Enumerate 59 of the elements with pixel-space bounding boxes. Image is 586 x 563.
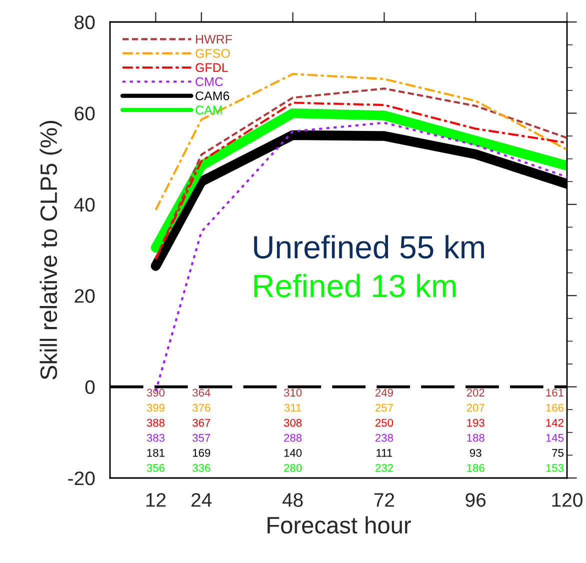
x-tick-label: 72 [374,493,394,507]
annotation: 367 [192,418,210,427]
annotation: 388 [146,418,164,427]
y-tick-label: 40 [74,198,95,212]
annotation: 310 [284,388,302,397]
annotation: 140 [284,448,302,457]
y-tick-label: 80 [74,15,95,30]
annotation: 257 [375,404,393,412]
annotation: 383 [146,434,164,442]
y-tick-label: -20 [68,471,95,486]
annotation: 161 [546,388,564,397]
annotation: 111 [376,449,392,457]
x-tick-label: 12 [146,493,166,507]
annotation: Refined 13 km [254,274,456,298]
annotation: 145 [546,434,564,442]
annotation: 376 [192,404,210,412]
annotation: 250 [375,418,394,427]
text: CAM6 [196,91,230,100]
annotation: 75 [552,449,564,457]
y-axis-title: Skill relative to CLP5 (%) [40,120,62,380]
annotation: Unrefined 55 km [254,235,484,259]
y-tick-label: 0 [85,380,95,394]
annotation: 181 [147,448,164,457]
annotation: 93 [470,448,482,457]
x-tick-label: 120 [552,493,582,507]
annotation: 249 [375,388,393,397]
annotation: 166 [546,404,564,412]
annotation: 399 [146,404,164,412]
annotation: 153 [546,464,564,472]
annotation: 308 [284,418,302,427]
annotation: 142 [546,418,564,427]
line-series [154,72,567,211]
annotation: 356 [146,464,164,472]
text: GFDL [196,63,228,72]
annotation: 357 [192,434,210,442]
annotation: 232 [375,464,393,472]
annotation: 193 [467,418,484,427]
annotation: 186 [467,464,484,472]
annotation: 336 [192,464,210,472]
annotation: 202 [466,388,484,397]
text: CAM [196,106,222,114]
annotation: 280 [284,464,302,472]
annotation: 288 [284,434,302,442]
annotation: 238 [375,434,393,442]
annotation: 390 [146,388,165,397]
annotation: 207 [466,404,484,412]
annotation: 311 [284,404,302,412]
x-axis-title: Forecast hour [268,516,411,534]
x-tick-label: 48 [282,493,303,507]
annotation: 188 [467,434,484,442]
text: CMC [196,77,223,86]
x-tick-label: 96 [466,493,486,507]
annotation: 169 [192,448,210,457]
text: HWRF [196,34,232,44]
text: GFSO [196,48,230,58]
annotation: 364 [192,388,210,397]
y-tick-label: 20 [74,289,95,303]
x-tick-label: 24 [192,493,212,507]
y-tick-label: 60 [74,106,95,120]
